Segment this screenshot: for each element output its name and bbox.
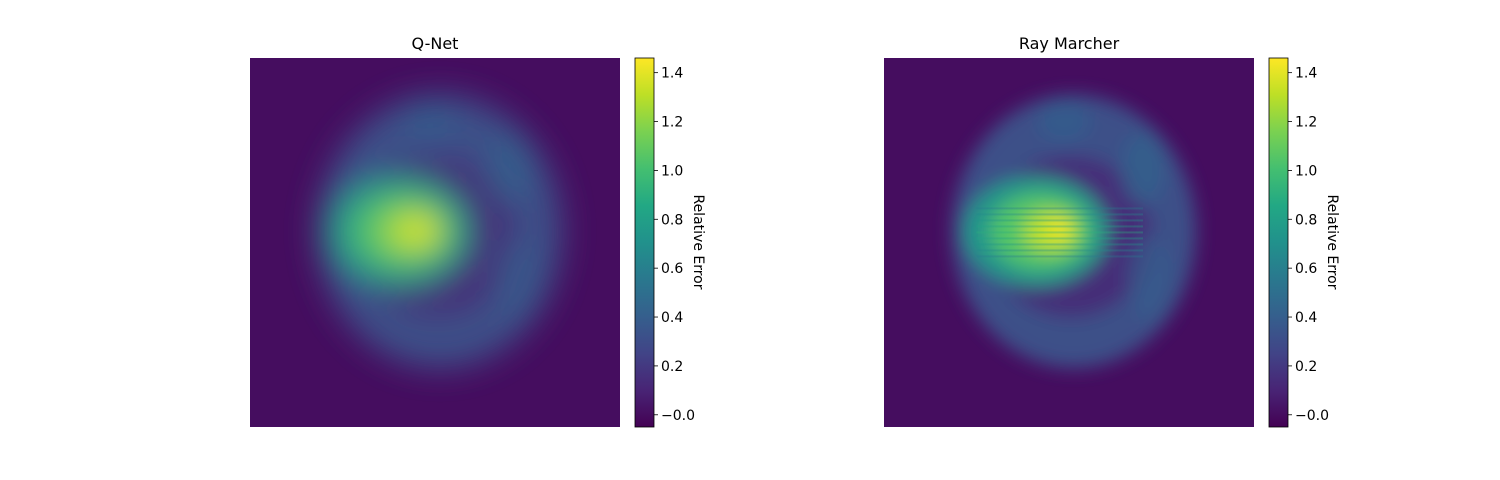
- heatmap-image: [250, 58, 620, 427]
- colorbar-tick-label: −0.0: [661, 408, 695, 424]
- colorbar-label: Relative Error: [1324, 194, 1340, 289]
- colorbar-tick-label: 0.8: [1295, 212, 1317, 228]
- panel-title: Ray Marcher: [1019, 34, 1120, 53]
- heatmap-field: [317, 94, 563, 368]
- colorbar-tick-label: 0.4: [661, 310, 683, 326]
- colorbar: [1268, 57, 1289, 428]
- heatmap-field: [951, 94, 1197, 368]
- colorbar-tick-label: 1.4: [1295, 66, 1317, 82]
- colorbar-tick-label: 0.8: [661, 212, 683, 228]
- heatmap-image: [884, 58, 1254, 427]
- colorbar-tick-label: 0.4: [1295, 310, 1317, 326]
- colorbar-tick-label: −0.0: [1295, 408, 1329, 424]
- colorbar-tick-label: 0.6: [661, 261, 683, 277]
- ray-streaks: [976, 207, 1143, 258]
- colorbar-tick-label: 1.0: [661, 163, 683, 179]
- panel-title: Q-Net: [412, 34, 459, 53]
- colorbar-tick-label: 0.2: [1295, 359, 1317, 375]
- panel-1: Ray Marcher −0.0 0.2 0.4 0.6 0.8 1.0 1.2 1.4 Rela…: [884, 34, 1340, 428]
- colorbar-tick-label: 1.4: [661, 66, 683, 82]
- panel-0: Q-Net −0.0 0.2 0.4 0.6 0.8 1.0 1.2 1.4 Relative E…: [250, 34, 706, 428]
- colorbar: [634, 57, 655, 428]
- colorbar-tick-label: 0.2: [661, 359, 683, 375]
- colorbar-label: Relative Error: [690, 194, 706, 289]
- colorbar-tick-label: 0.6: [1295, 261, 1317, 277]
- colorbar-tick-label: 1.2: [661, 115, 683, 131]
- colorbar-tick-label: 1.0: [1295, 163, 1317, 179]
- colorbar-tick-label: 1.2: [1295, 115, 1317, 131]
